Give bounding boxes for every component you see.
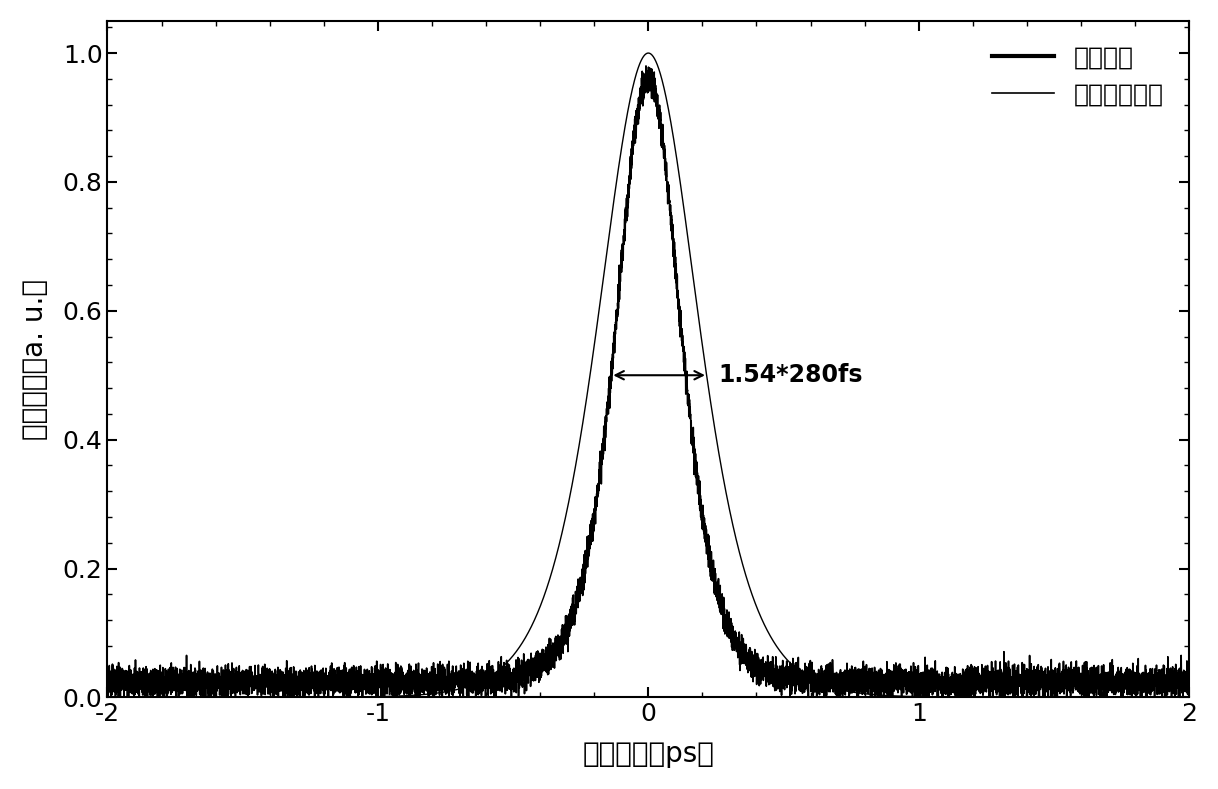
X-axis label: 延进时间（ps）: 延进时间（ps） — [582, 740, 714, 768]
实验数据 — [164, 686, 179, 696]
双曲正割拟合 — [145, 693, 160, 702]
实验数据 — [145, 690, 160, 699]
Y-axis label: 相对强度（a. u.）: 相对强度（a. u.） — [21, 279, 49, 439]
双曲正割拟合 — [164, 693, 179, 702]
双曲正割拟合 — [628, 69, 643, 79]
Line: 双曲正割拟合: 双曲正割拟合 — [107, 53, 1189, 697]
实验数据 — [312, 684, 326, 694]
双曲正割拟合 — [100, 693, 114, 702]
双曲正割拟合 — [641, 48, 655, 58]
Text: 1.54*280fs: 1.54*280fs — [719, 363, 864, 387]
实验数据 — [100, 686, 114, 695]
双曲正割拟合 — [1181, 693, 1196, 702]
Legend: 实验数据, 双曲正割拟合: 实验数据, 双曲正割拟合 — [979, 33, 1177, 119]
实验数据 — [105, 677, 119, 686]
实验数据 — [122, 699, 136, 709]
双曲正割拟合 — [105, 693, 119, 702]
实验数据 — [1181, 670, 1196, 679]
实验数据 — [628, 117, 643, 126]
实验数据 — [638, 62, 653, 71]
双曲正割拟合 — [1124, 693, 1139, 702]
双曲正割拟合 — [312, 693, 326, 702]
Line: 实验数据: 实验数据 — [107, 66, 1189, 704]
实验数据 — [1124, 681, 1139, 690]
